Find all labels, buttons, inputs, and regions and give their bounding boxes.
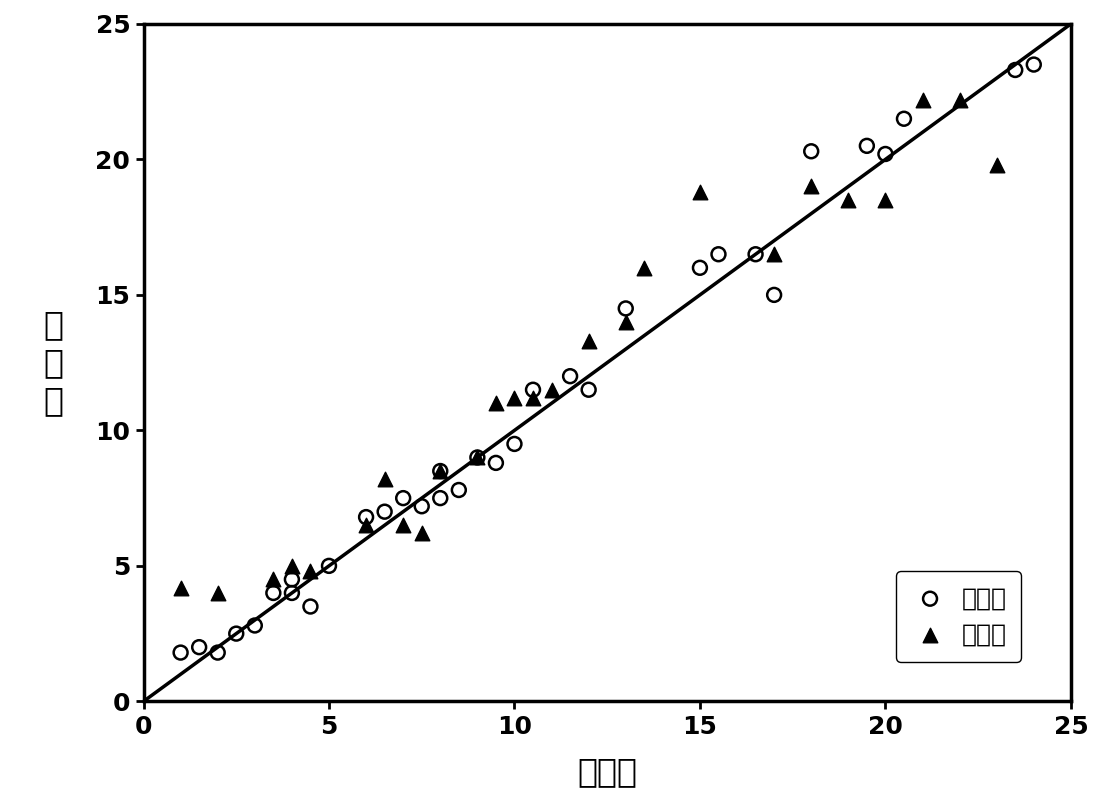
- 矫正集: [580, 383, 597, 396]
- 矫正集: [877, 147, 894, 160]
- 矫正集: [561, 370, 578, 383]
- 验证集: [914, 93, 932, 106]
- 验证集: [375, 473, 393, 485]
- 矫正集: [190, 641, 208, 654]
- 验证集: [691, 186, 709, 198]
- 矫正集: [265, 587, 283, 599]
- 验证集: [265, 573, 283, 586]
- Legend: 矫正集, 验证集: 矫正集, 验证集: [896, 571, 1021, 662]
- 矫正集: [375, 505, 393, 518]
- 验证集: [432, 465, 449, 477]
- 矫正集: [506, 438, 523, 450]
- 矫正集: [895, 112, 913, 125]
- 验证集: [877, 194, 894, 206]
- 验证集: [413, 527, 431, 540]
- 验证集: [172, 581, 190, 594]
- 验证集: [580, 335, 597, 347]
- 矫正集: [450, 484, 468, 497]
- 验证集: [988, 159, 1006, 171]
- 验证集: [394, 519, 412, 532]
- 矫正集: [227, 627, 245, 640]
- 验证集: [506, 391, 523, 404]
- 矫正集: [172, 646, 190, 659]
- 验证集: [358, 519, 375, 532]
- 验证集: [543, 383, 561, 396]
- 矫正集: [209, 646, 226, 659]
- 矫正集: [301, 600, 319, 613]
- 验证集: [951, 93, 968, 106]
- 验证集: [283, 559, 300, 572]
- 矫正集: [803, 145, 820, 158]
- 验证集: [468, 451, 486, 464]
- Y-axis label: 预
测
値: 预 测 値: [44, 308, 64, 418]
- 矫正集: [283, 587, 300, 599]
- 矫正集: [394, 492, 412, 505]
- 矫正集: [487, 457, 505, 469]
- 矫正集: [432, 465, 449, 477]
- 矫正集: [468, 451, 486, 464]
- 矫正集: [1007, 64, 1025, 77]
- 验证集: [636, 261, 654, 274]
- 矫正集: [283, 573, 300, 586]
- 验证集: [617, 316, 635, 328]
- 验证集: [839, 194, 857, 206]
- 矫正集: [432, 492, 449, 505]
- 矫正集: [858, 139, 875, 152]
- 矫正集: [617, 302, 635, 315]
- X-axis label: 真实値: 真实値: [577, 756, 637, 788]
- 矫正集: [746, 248, 764, 261]
- 矫正集: [524, 383, 542, 396]
- 矫正集: [358, 511, 375, 524]
- 验证集: [209, 587, 226, 599]
- 矫正集: [691, 261, 709, 274]
- 矫正集: [320, 559, 338, 572]
- 验证集: [803, 180, 820, 193]
- 矫正集: [413, 500, 431, 512]
- 矫正集: [1025, 58, 1042, 71]
- 验证集: [487, 397, 505, 410]
- 验证集: [301, 565, 319, 578]
- 矫正集: [246, 619, 264, 632]
- 验证集: [524, 391, 542, 404]
- 验证集: [765, 248, 783, 261]
- 矫正集: [710, 248, 728, 261]
- 矫正集: [765, 289, 783, 301]
